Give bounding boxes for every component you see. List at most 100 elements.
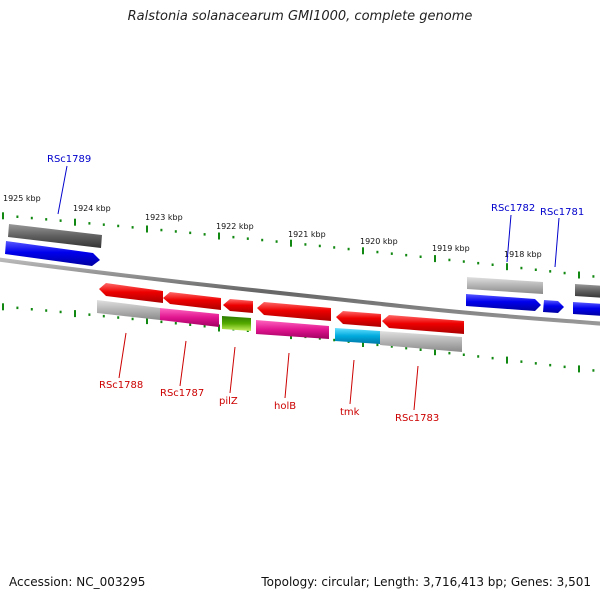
gene-arrow-rsc1782[interactable] (466, 294, 541, 311)
gene-label-rsc1782[interactable]: RSc1782 (491, 203, 535, 214)
lower-major-tick (218, 324, 220, 332)
gene-arrow-rsc1781[interactable] (543, 300, 564, 313)
upper-major-tick (578, 271, 580, 279)
upper-minor-tick (563, 271, 566, 275)
lower-minor-tick (448, 351, 451, 355)
upper-minor-tick (45, 218, 48, 221)
gene-arrow[interactable] (573, 302, 600, 316)
forward-genes (5, 224, 600, 316)
lower-minor-tick (520, 360, 523, 363)
lower-major-tick (434, 348, 436, 356)
scale-label-1921: 1921 kbp (288, 230, 326, 239)
upper-minor-tick (318, 244, 321, 248)
gene-arrow-rsc1788[interactable] (99, 283, 163, 303)
gene-label-holb[interactable]: holB (274, 401, 296, 412)
leader-line (349, 359, 355, 405)
lower-minor-tick (405, 346, 408, 350)
upper-minor-tick (203, 233, 206, 236)
lower-minor-tick (131, 317, 134, 321)
lower-minor-tick (462, 353, 465, 356)
lower-minor-tick (563, 365, 566, 369)
leader-line (413, 365, 419, 411)
lower-minor-tick (419, 348, 422, 351)
leader-line (57, 165, 68, 215)
upper-minor-tick (59, 219, 62, 222)
upper-major-tick (146, 225, 148, 233)
upper-minor-tick (534, 268, 537, 271)
gene-label-rsc1788[interactable]: RSc1788 (99, 380, 143, 391)
lower-major-tick (578, 365, 580, 373)
upper-minor-tick (390, 252, 393, 255)
upper-major-tick (74, 218, 76, 226)
leader-line (229, 346, 236, 394)
lower-minor-tick (592, 369, 595, 372)
scale-label-1924: 1924 kbp (73, 204, 111, 213)
gene-label-rsc1783[interactable]: RSc1783 (395, 413, 439, 424)
gene-arrow-rsc1783[interactable] (382, 315, 464, 334)
cog-bar (97, 300, 160, 320)
upper-minor-tick (304, 243, 307, 246)
lower-minor-tick (189, 323, 192, 326)
upper-minor-tick (419, 255, 422, 258)
lower-minor-tick (174, 322, 177, 325)
upper-major-tick (434, 255, 436, 263)
cog-bar (256, 320, 329, 339)
lower-minor-tick (491, 356, 494, 360)
upper-minor-tick (189, 231, 192, 235)
upper-minor-tick (246, 237, 249, 240)
upper-minor-tick (102, 223, 105, 226)
gene-arrow-tmk[interactable] (336, 311, 381, 327)
gene-arrow-pilz[interactable] (223, 299, 253, 313)
genome-summary-text: Topology: circular; Length: 3,716,413 bp… (261, 575, 591, 589)
leader-line (554, 217, 560, 268)
gene-label-rsc1789[interactable]: RSc1789 (47, 154, 91, 165)
upper-minor-tick (131, 226, 134, 229)
gene-arrow-holb[interactable] (257, 302, 331, 321)
leader-line (506, 214, 512, 263)
gene-label-rsc1787[interactable]: RSc1787 (160, 388, 204, 399)
upper-minor-tick (88, 222, 91, 225)
upper-minor-tick (477, 261, 480, 265)
lower-minor-tick (102, 314, 105, 318)
lower-minor-tick (318, 337, 321, 340)
map-title: Ralstonia solanacearum GMI1000, complete… (127, 9, 473, 24)
upper-minor-tick (448, 258, 451, 262)
upper-major-tick (2, 212, 4, 220)
gene-label-rsc1781[interactable]: RSc1781 (540, 207, 584, 218)
upper-minor-tick (376, 250, 379, 254)
upper-minor-tick (30, 216, 33, 220)
upper-minor-tick (520, 266, 523, 270)
genome-backbone (0, 257, 600, 326)
upper-major-tick (362, 247, 364, 255)
scale-label-1923: 1923 kbp (145, 213, 183, 222)
lower-minor-tick (59, 310, 62, 314)
upper-minor-tick (549, 270, 552, 273)
upper-minor-tick (462, 260, 465, 263)
gene-arrow-rsc1787[interactable] (163, 292, 221, 310)
gene-label-tmk[interactable]: tmk (340, 407, 360, 418)
lower-major-tick (74, 310, 76, 318)
upper-minor-tick (16, 215, 19, 218)
upper-minor-tick (160, 228, 163, 232)
upper-major-tick (506, 263, 508, 271)
lower-minor-tick (160, 320, 163, 324)
upper-minor-tick (275, 240, 278, 243)
lower-major-tick (146, 317, 148, 325)
gene-arrow-rsc1789[interactable] (5, 241, 100, 266)
lower-minor-tick (549, 363, 552, 367)
upper-minor-tick (117, 224, 120, 228)
upper-minor-tick (491, 263, 494, 266)
upper-minor-tick (347, 247, 350, 251)
scale-label-1920: 1920 kbp (360, 237, 398, 246)
lower-minor-tick (30, 308, 33, 311)
lower-minor-tick (117, 316, 120, 319)
cog-bar (335, 328, 380, 344)
gene-label-pilz[interactable]: pilZ (219, 396, 238, 407)
upper-minor-tick (261, 238, 264, 242)
lower-minor-tick (45, 309, 48, 312)
leader-line (179, 340, 187, 387)
scale-label-1925: 1925 kbp (3, 194, 41, 203)
upper-minor-tick (174, 230, 177, 233)
lower-minor-tick (88, 313, 91, 316)
